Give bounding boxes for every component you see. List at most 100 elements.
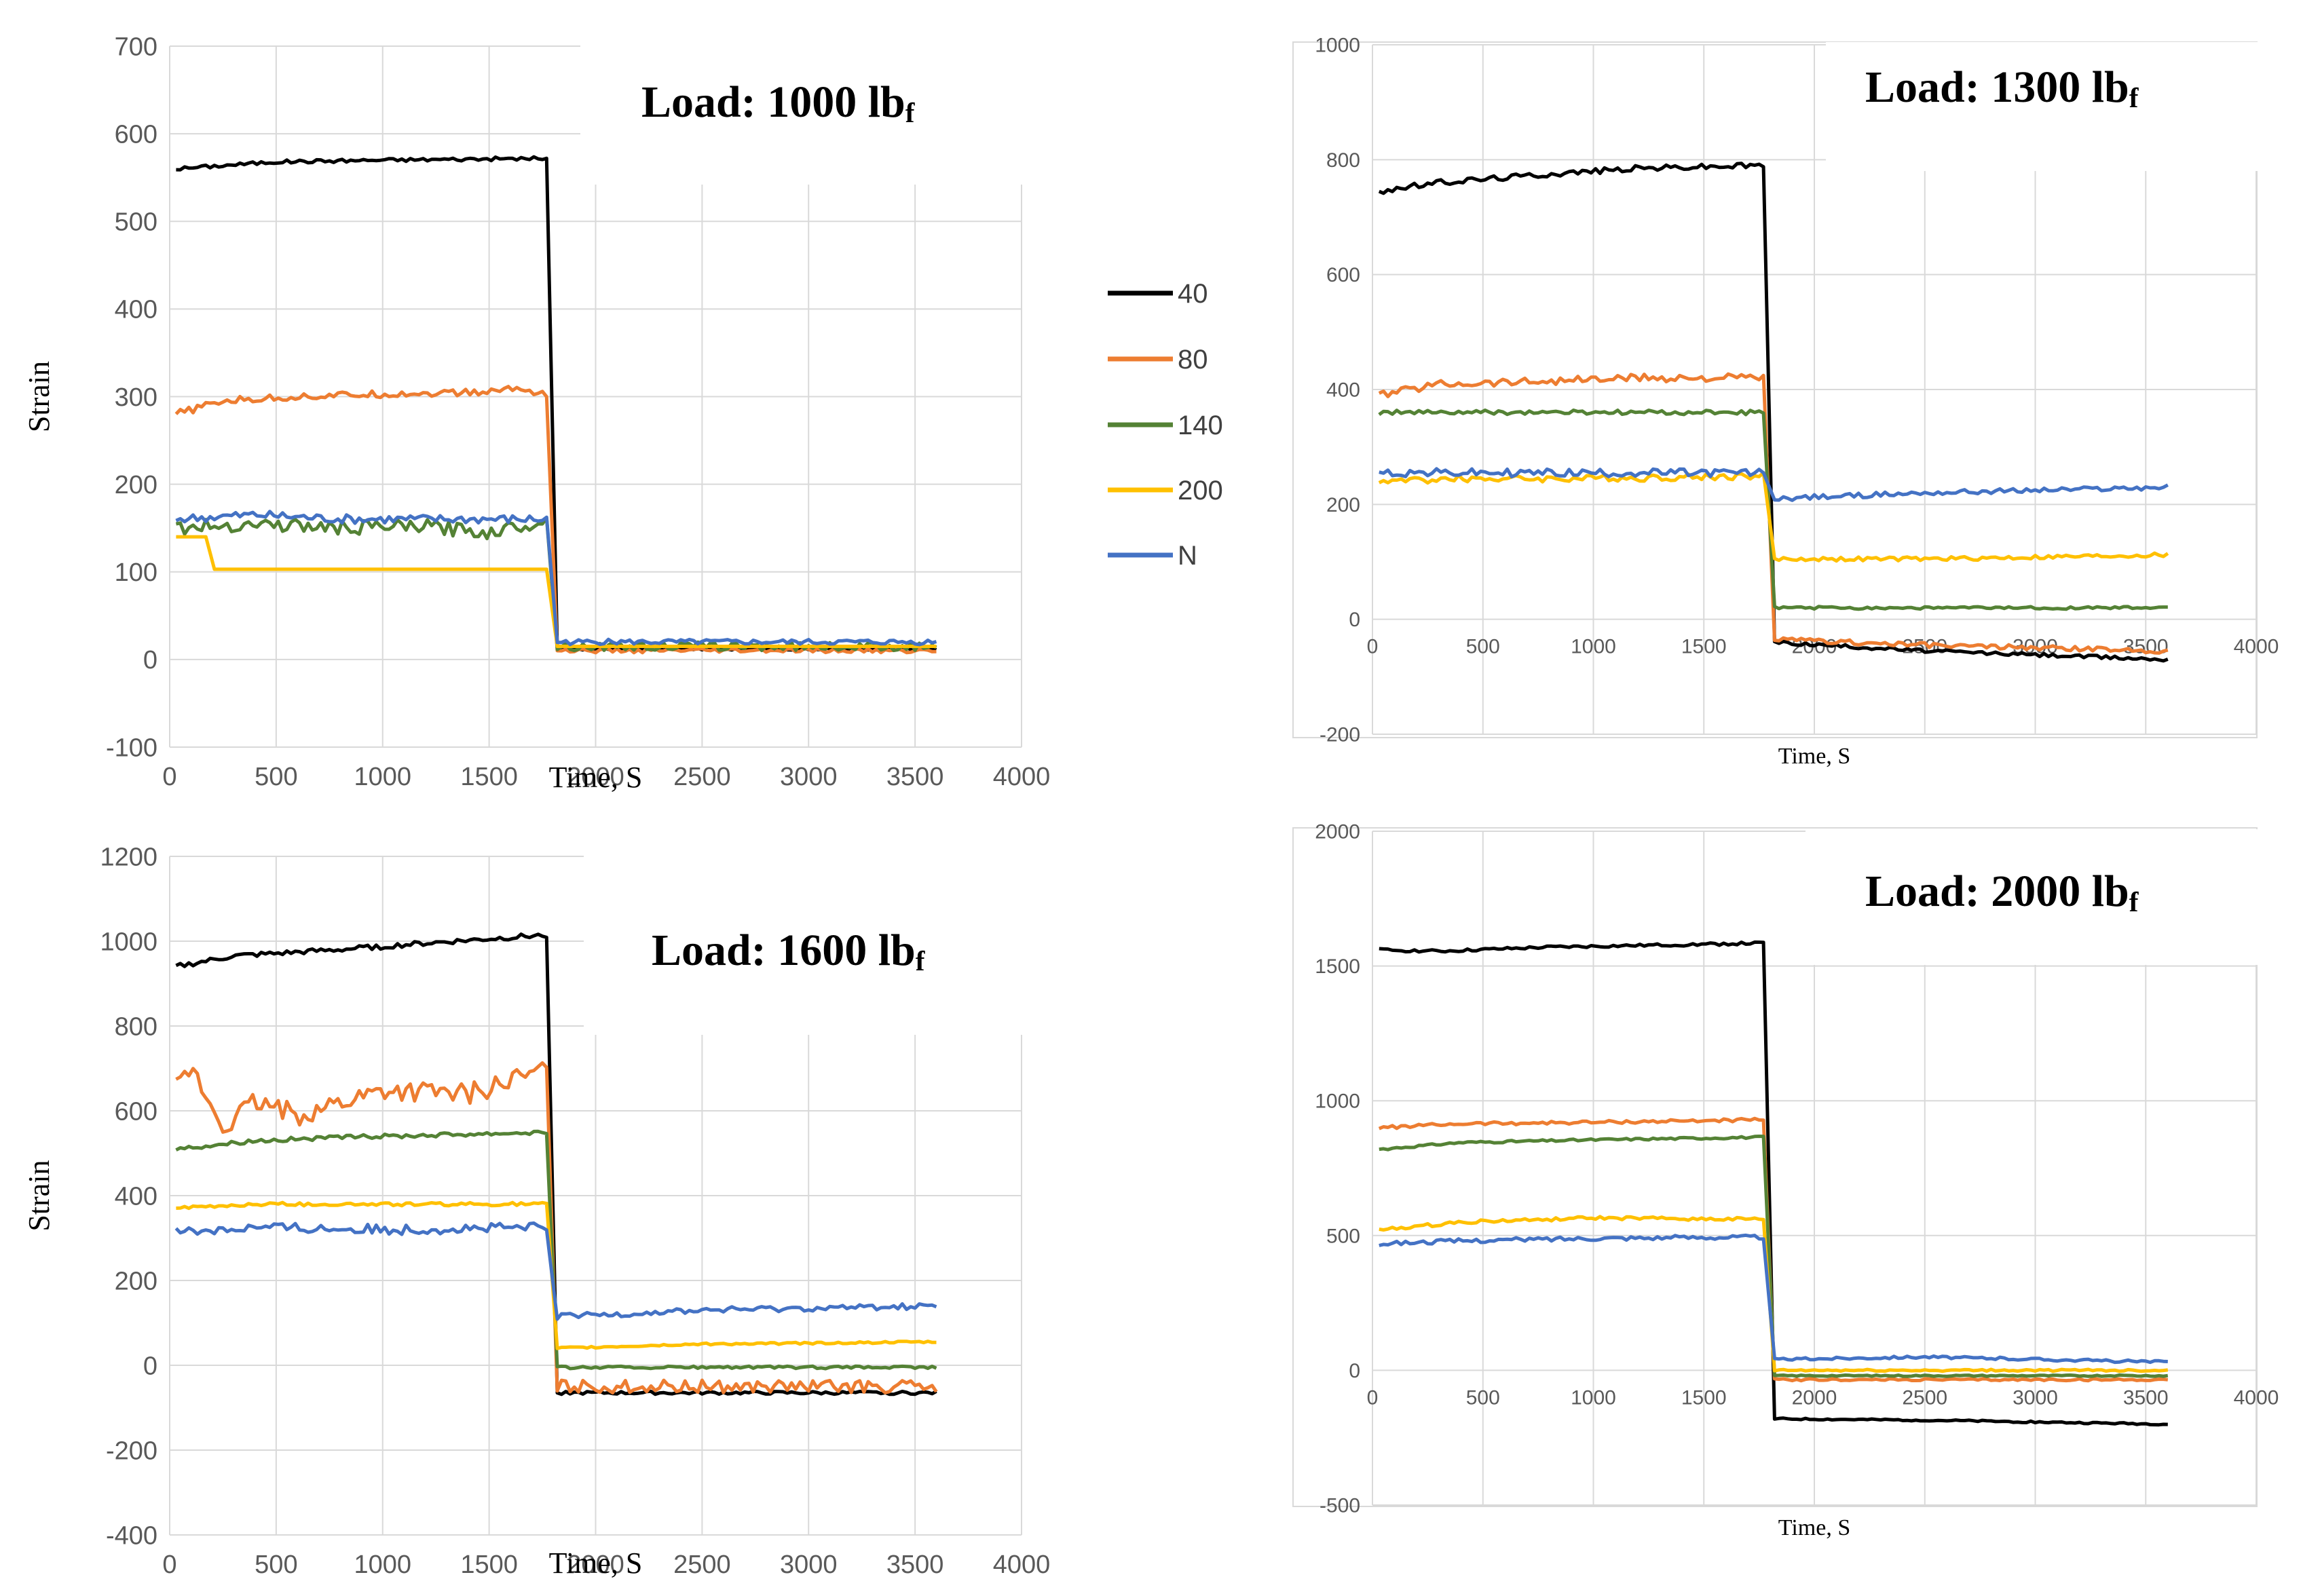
chart-title-subscript: f [916,945,926,976]
x-tick-label: 1500 [460,763,518,791]
title-backdrop [584,852,1028,1035]
y-tick-label: 0 [1349,1360,1360,1382]
x-tick-label: 2500 [673,763,731,791]
series-line-200 [1379,1215,2169,1373]
series-line-40 [176,155,937,652]
y-tick-label: 800 [1326,149,1360,172]
x-tick-label: 3500 [2123,1386,2169,1409]
x-tick-label: 2000 [567,763,624,791]
x-axis-label: Time, S [549,1546,643,1580]
chart-panel-4: -500 0 500 1000 1500 2000 0 500 1000 1500 2000 2500… [1292,821,2279,1540]
chart-title-subscript: f [905,97,916,128]
y-tick-label: -200 [106,1437,157,1465]
series-line-N [1379,467,2169,502]
x-tick-label: 0 [162,763,176,791]
x-tick-label: 1500 [460,1551,518,1579]
y-tick-label: -100 [106,734,157,762]
y-tick-label: 600 [115,120,157,149]
legend: 40 80 140 200 N [1108,279,1223,571]
x-tick-label: 0 [1367,1386,1379,1409]
title-backdrop [1826,42,2260,171]
chart-title: Load: 1300 lbf [1865,62,2139,113]
x-tick-label: 2000 [1792,1386,1837,1409]
y-tick-label: 800 [115,1012,157,1041]
series-line-N [175,510,937,647]
y-tick-label: 1000 [1315,1090,1360,1113]
chart-title: Load: 2000 lbf [1865,867,2139,917]
y-tick-label: 1200 [100,843,157,871]
y-tick-label: 400 [1326,379,1360,402]
x-tick-label: 500 [1466,636,1500,658]
y-tick-label: -200 [1320,724,1360,746]
x-tick-label: 3000 [2013,1386,2058,1409]
y-tick-label: 0 [143,1352,157,1380]
series-line-200 [176,1200,937,1350]
x-tick-label: 0 [1367,636,1379,658]
y-tick-label: 600 [1326,264,1360,286]
x-tick-label: 500 [255,1551,297,1579]
x-tick-label: 1000 [1571,636,1616,658]
y-tick-label: 300 [115,383,157,412]
x-tick-label: 4000 [993,1551,1051,1579]
legend-label-80: 80 [1178,345,1208,375]
x-tick-label: 1000 [1571,1386,1616,1409]
legend-label-40: 40 [1178,279,1208,309]
y-tick-label: 200 [1326,494,1360,516]
y-tick-label: 0 [1349,609,1360,631]
y-tick-label: 2000 [1315,821,1360,843]
x-tick-label: 3000 [780,763,838,791]
y-tick-label: 100 [115,558,157,587]
chart-title-subscript: f [2129,82,2139,113]
y-tick-label: 0 [143,646,157,674]
chart-title: Load: 1600 lbf [652,926,926,976]
chart-title: Load: 1000 lbf [641,77,916,128]
y-tick-label: 1000 [100,928,157,956]
x-tick-label: 3500 [2123,636,2169,658]
series-line-140 [1378,408,2168,611]
series-line-N [1379,1233,2168,1365]
y-tick-label: 1000 [1315,35,1360,57]
y-axis-label: Strain [22,1160,56,1231]
chart-title-main: Load: 1000 lb [641,77,905,127]
series-line-40 [175,932,937,1396]
x-tick-label: 0 [162,1551,176,1579]
chart-title-main: Load: 2000 lb [1865,867,2129,916]
series-line-80 [1378,372,2169,655]
chart-title-main: Load: 1300 lb [1865,62,2129,112]
x-tick-label: 3500 [886,1551,944,1579]
legend-label-200: 200 [1178,476,1223,506]
x-tick-label: 1500 [1681,1386,1727,1409]
series-line-N [174,1221,937,1321]
x-tick-label: 2000 [567,1551,624,1579]
x-tick-label: 4000 [993,763,1051,791]
x-tick-label: 500 [255,763,297,791]
title-backdrop [580,42,1025,185]
x-tick-label: 4000 [2234,1386,2279,1409]
y-tick-label: 600 [115,1097,157,1126]
x-tick-label: 3500 [886,763,944,791]
series-line-200 [1378,471,2169,563]
x-tick-label: 3000 [780,1551,838,1579]
x-axis-label: Time, S [1778,1515,1850,1540]
y-tick-label: 200 [115,471,157,499]
series-line-80 [175,1061,938,1394]
series-line-40 [1379,940,2168,1427]
legend-label-140: 140 [1178,411,1223,440]
x-tick-label: 1000 [354,1551,411,1579]
y-tick-label: -400 [106,1521,157,1550]
chart-panel-3: -400 -200 0 200 400 600 800 1000 1200 0 500 1000 150… [22,843,1050,1580]
series-line-80 [174,385,937,655]
y-tick-label: -500 [1320,1495,1360,1517]
series-line-80 [1378,1116,2169,1383]
series-line-200 [176,535,937,648]
y-axis-label: Strain [22,361,56,432]
y-tick-label: 200 [115,1267,157,1295]
y-tick-label: 700 [115,33,157,61]
x-tick-label: 500 [1466,1386,1500,1409]
x-tick-label: 2500 [1902,1386,1947,1409]
series-line-140 [1379,1135,2169,1378]
series-line-40 [1378,162,2169,663]
